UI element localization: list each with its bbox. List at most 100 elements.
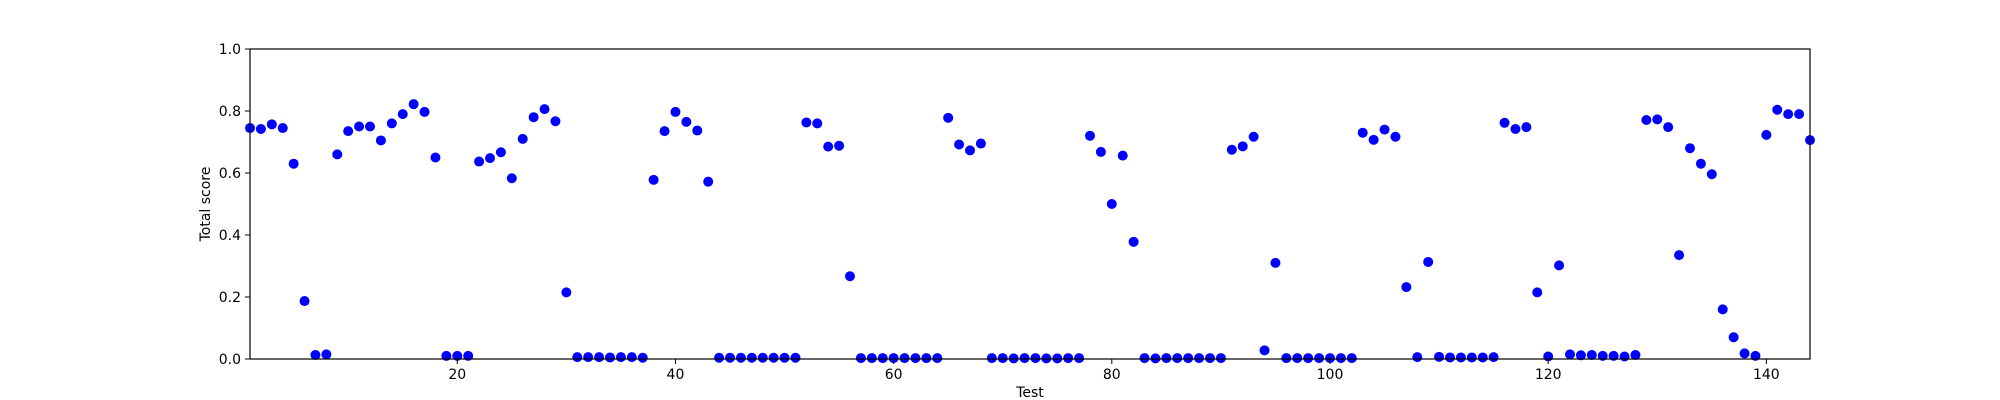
data-point bbox=[1117, 150, 1128, 161]
x-axis-label: Test bbox=[1015, 385, 1044, 400]
data-point bbox=[1630, 349, 1641, 360]
data-point bbox=[866, 353, 877, 364]
data-point bbox=[1205, 353, 1215, 364]
data-point bbox=[1565, 349, 1575, 360]
data-point bbox=[1739, 348, 1750, 359]
data-point bbox=[1761, 129, 1772, 140]
data-point bbox=[1510, 123, 1521, 134]
data-point bbox=[725, 352, 735, 363]
x-tick-label: 20 bbox=[448, 367, 466, 383]
data-point bbox=[1019, 353, 1030, 364]
data-point bbox=[877, 353, 888, 364]
data-point bbox=[1390, 131, 1401, 142]
data-point bbox=[1325, 353, 1335, 364]
data-point bbox=[637, 352, 648, 363]
data-point bbox=[1728, 332, 1739, 343]
data-point bbox=[1532, 287, 1543, 298]
data-point bbox=[1423, 256, 1434, 267]
data-point bbox=[779, 352, 790, 363]
data-point bbox=[1194, 353, 1205, 364]
data-point bbox=[1106, 199, 1117, 209]
data-point bbox=[965, 145, 975, 156]
data-point bbox=[1041, 353, 1052, 364]
data-point bbox=[735, 352, 746, 363]
data-point bbox=[659, 126, 670, 137]
data-point bbox=[954, 139, 965, 150]
data-point bbox=[1401, 282, 1412, 293]
data-point bbox=[1150, 353, 1161, 364]
data-point bbox=[1270, 257, 1281, 268]
data-point bbox=[528, 112, 539, 123]
data-point bbox=[615, 352, 626, 363]
data-point bbox=[1674, 250, 1685, 261]
data-point bbox=[768, 352, 779, 363]
data-point bbox=[1575, 350, 1586, 361]
y-tick-label: 0.0 bbox=[219, 352, 241, 368]
data-point bbox=[1783, 109, 1794, 120]
data-point bbox=[1161, 353, 1172, 364]
data-point bbox=[1303, 353, 1314, 364]
data-point bbox=[1663, 122, 1674, 133]
x-tick-label: 80 bbox=[1103, 367, 1121, 383]
data-point bbox=[1008, 353, 1019, 364]
data-point bbox=[332, 149, 343, 160]
data-point bbox=[1685, 143, 1695, 154]
data-point bbox=[1248, 131, 1259, 142]
data-point bbox=[812, 118, 823, 129]
data-point bbox=[266, 119, 277, 130]
plot-area-frame bbox=[249, 48, 1811, 360]
data-point bbox=[1237, 141, 1248, 152]
data-points bbox=[245, 99, 1815, 364]
data-point bbox=[605, 352, 615, 363]
y-tick-label: 0.8 bbox=[219, 104, 241, 120]
data-point bbox=[1226, 144, 1237, 155]
data-point bbox=[375, 135, 386, 146]
data-point bbox=[1259, 345, 1270, 356]
data-point bbox=[910, 353, 921, 364]
data-point bbox=[1379, 124, 1390, 135]
data-point bbox=[1314, 353, 1325, 364]
data-point bbox=[703, 176, 714, 187]
data-point bbox=[1434, 351, 1445, 362]
x-tick-label: 100 bbox=[1317, 367, 1344, 383]
data-point bbox=[626, 352, 637, 363]
data-point bbox=[419, 106, 430, 117]
data-point bbox=[1095, 146, 1106, 157]
data-point bbox=[386, 118, 397, 129]
data-point bbox=[801, 117, 812, 128]
data-point bbox=[692, 125, 703, 136]
data-point bbox=[1357, 127, 1368, 138]
data-point bbox=[975, 138, 986, 149]
data-point bbox=[1412, 352, 1423, 363]
data-point bbox=[823, 141, 834, 152]
data-point bbox=[1706, 169, 1717, 180]
data-point bbox=[1281, 353, 1292, 364]
data-point bbox=[397, 109, 408, 120]
data-point bbox=[921, 353, 932, 364]
data-point bbox=[365, 121, 375, 132]
data-point bbox=[1554, 260, 1565, 271]
data-point bbox=[583, 352, 594, 363]
data-point bbox=[310, 349, 321, 360]
data-point bbox=[550, 116, 561, 127]
data-point bbox=[1717, 304, 1728, 315]
y-axis-label: Total score bbox=[198, 167, 214, 243]
data-point bbox=[1063, 353, 1074, 364]
x-tick-label: 60 bbox=[885, 367, 903, 383]
data-point bbox=[1794, 109, 1805, 120]
x-axis: 20 40 60 80 100 120 140 bbox=[448, 359, 1780, 383]
data-point bbox=[681, 116, 692, 127]
data-point bbox=[539, 104, 550, 115]
data-point bbox=[495, 147, 506, 158]
data-point bbox=[1695, 158, 1706, 169]
data-point bbox=[1215, 353, 1226, 364]
data-point bbox=[1346, 353, 1357, 364]
data-point bbox=[1772, 104, 1783, 115]
data-point bbox=[1488, 352, 1499, 363]
data-point bbox=[1052, 353, 1063, 364]
data-point bbox=[648, 174, 659, 185]
data-point bbox=[572, 352, 583, 363]
data-point bbox=[277, 123, 288, 134]
data-point bbox=[1455, 352, 1466, 363]
